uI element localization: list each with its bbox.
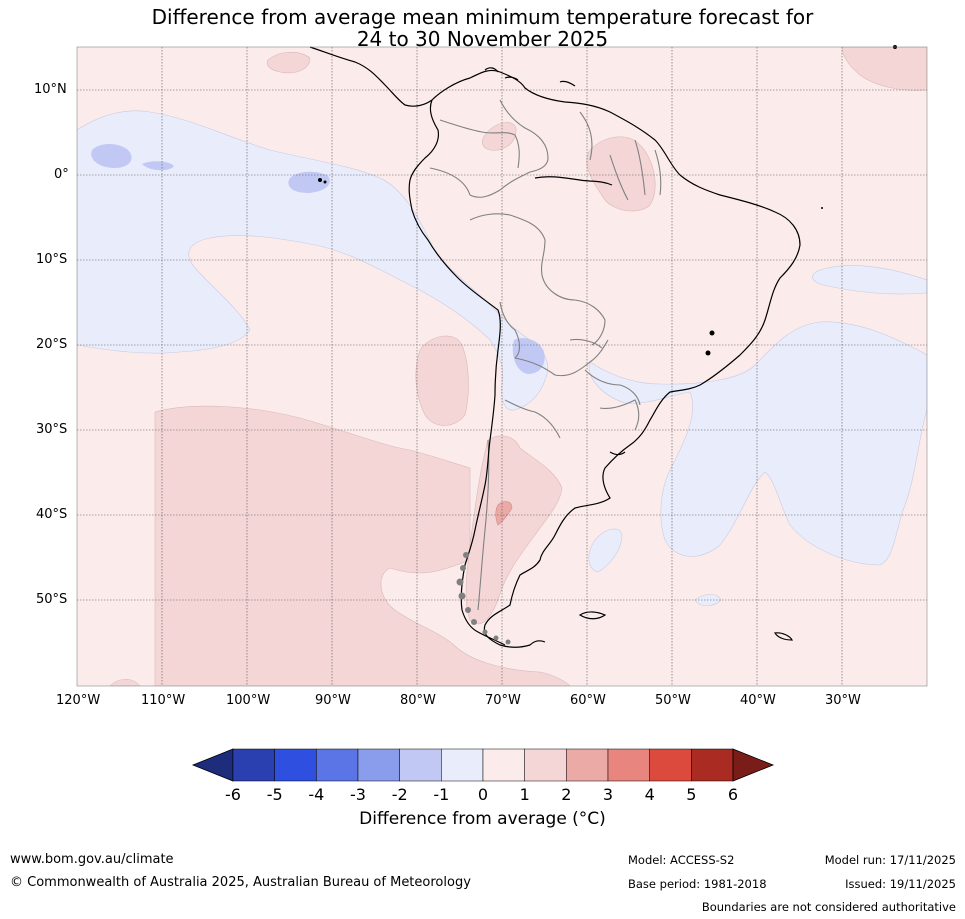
anomaly-minus1-east-atlantic (812, 265, 927, 295)
coastline-rio-plata (609, 451, 626, 456)
coastline-central-america (309, 46, 433, 107)
coastline-amazon-island (534, 176, 613, 186)
colorbar-title: Difference from average (°C) (359, 809, 606, 829)
anomaly-1to2-venezuela (481, 122, 517, 151)
issued-label: Issued: 19/11/2025 (845, 877, 956, 891)
anomaly-1to2-guianas (586, 136, 656, 212)
lon-label-70w: 70°W (485, 693, 521, 708)
colorbar-tick-label: -2 (392, 785, 408, 804)
colorbar-segment-2-to-3 (566, 748, 609, 782)
colorbar-segment--4-to--3 (316, 748, 359, 782)
coastline-falklands (578, 611, 607, 620)
coastline-south-america (431, 69, 801, 648)
colorbar-segment-5-to-6 (691, 748, 734, 782)
anomaly-1to2-north-atlantic (841, 47, 927, 91)
lat-label-20s: 20°S (36, 337, 68, 352)
country-borders (429, 99, 662, 611)
coastline-west-south-america (408, 99, 506, 646)
anomaly-2to3-andes (495, 501, 513, 526)
colorbar-tick-label: -5 (267, 785, 283, 804)
anomaly-minus2-pacific-a (91, 144, 132, 168)
colorbar-tick-label: -6 (225, 785, 241, 804)
lon-label-30w: 30°W (825, 693, 861, 708)
lon-label-90w: 90°W (315, 693, 351, 708)
colorbar-segment--5-to--4 (274, 748, 317, 782)
lon-label-50w: 50°W (655, 693, 691, 708)
colorbar-tick-label: 1 (520, 785, 530, 804)
colorbar-segment-1-to-2 (524, 748, 567, 782)
colorbar-tick-label: 3 (603, 785, 613, 804)
lon-label-60w: 60°W (570, 693, 606, 708)
colorbar-segment-3-to-4 (607, 748, 650, 782)
lat-label-10s: 10°S (36, 252, 68, 267)
lon-label-100w: 100°W (226, 693, 271, 708)
map-frame (76, 46, 928, 687)
colorbar-tick-label: 4 (645, 785, 655, 804)
lon-label-110w: 110°W (141, 693, 186, 708)
colorbar-segment--6-to--5 (232, 748, 275, 782)
coastlines (309, 46, 801, 648)
anomaly-1to2-peru-coast (415, 335, 469, 426)
colorbar-segment-0-to-1 (482, 748, 525, 782)
colorbar-tick-label: 6 (728, 785, 738, 804)
colorbar-tick-label: -3 (350, 785, 366, 804)
lat-label-30s: 30°S (36, 422, 68, 437)
model-label: Model: ACCESS-S2 (628, 853, 735, 867)
lat-label-40s: 40°S (36, 507, 68, 522)
disclaimer-label: Boundaries are not considered authoritat… (701, 900, 956, 914)
lat-label-10n: 10°N (34, 82, 67, 97)
colorbar-segment-4-to-5 (649, 748, 692, 782)
lon-label-120w: 120°W (56, 693, 101, 708)
small-islands (318, 45, 897, 356)
lon-label-40w: 40°W (740, 693, 776, 708)
lat-label-50s: 50°S (36, 592, 68, 607)
anomaly-minus2-pacific-b (142, 161, 174, 171)
colorbar-tick-label: -4 (308, 785, 324, 804)
website-link[interactable]: www.bom.gov.au/climate (10, 852, 174, 867)
base-period-label: Base period: 1981-2018 (628, 877, 767, 891)
colorbar-segment--2-to--1 (399, 748, 442, 782)
anomaly-minus1-atlantic (588, 321, 927, 566)
lon-label-80w: 80°W (400, 693, 436, 708)
anomaly-minus1-south-atlantic (588, 528, 623, 573)
colorbar-extend-low (191, 748, 234, 782)
colorbar: -6 -5 -4 -3 -2 -1 0 1 2 3 4 5 6 (191, 748, 775, 804)
lat-label-0: 0° (54, 167, 69, 182)
anomaly-minus1-pacific (77, 110, 549, 411)
colorbar-extend-high (732, 748, 775, 782)
anomaly-minus2-galapagos (288, 171, 330, 193)
anomaly-1to2-caribbean (266, 51, 311, 74)
copyright-text: © Commonwealth of Australia 2025, Austra… (10, 875, 471, 890)
anomaly-1to2-patagonia (465, 435, 563, 625)
model-run-label: Model run: 17/11/2025 (824, 853, 956, 867)
colorbar-segment--3-to--2 (357, 748, 400, 782)
graticule (77, 47, 927, 686)
colorbar-segment--1-to-0 (441, 748, 484, 782)
colorbar-tick-label: 2 (561, 785, 571, 804)
map-title-line-2: 24 to 30 November 2025 (356, 27, 609, 51)
patagonian-islands (456, 552, 511, 645)
colorbar-tick-label: 0 (478, 785, 488, 804)
anomaly-1to2-south-pacific (154, 405, 571, 686)
coastline-caribbean-islands (484, 67, 576, 87)
colorbar-tick-label: -1 (433, 785, 449, 804)
map-title-line-1: Difference from average mean minimum tem… (151, 5, 814, 29)
colorbar-tick-label: 5 (686, 785, 696, 804)
coastline-south-georgia (774, 632, 793, 641)
